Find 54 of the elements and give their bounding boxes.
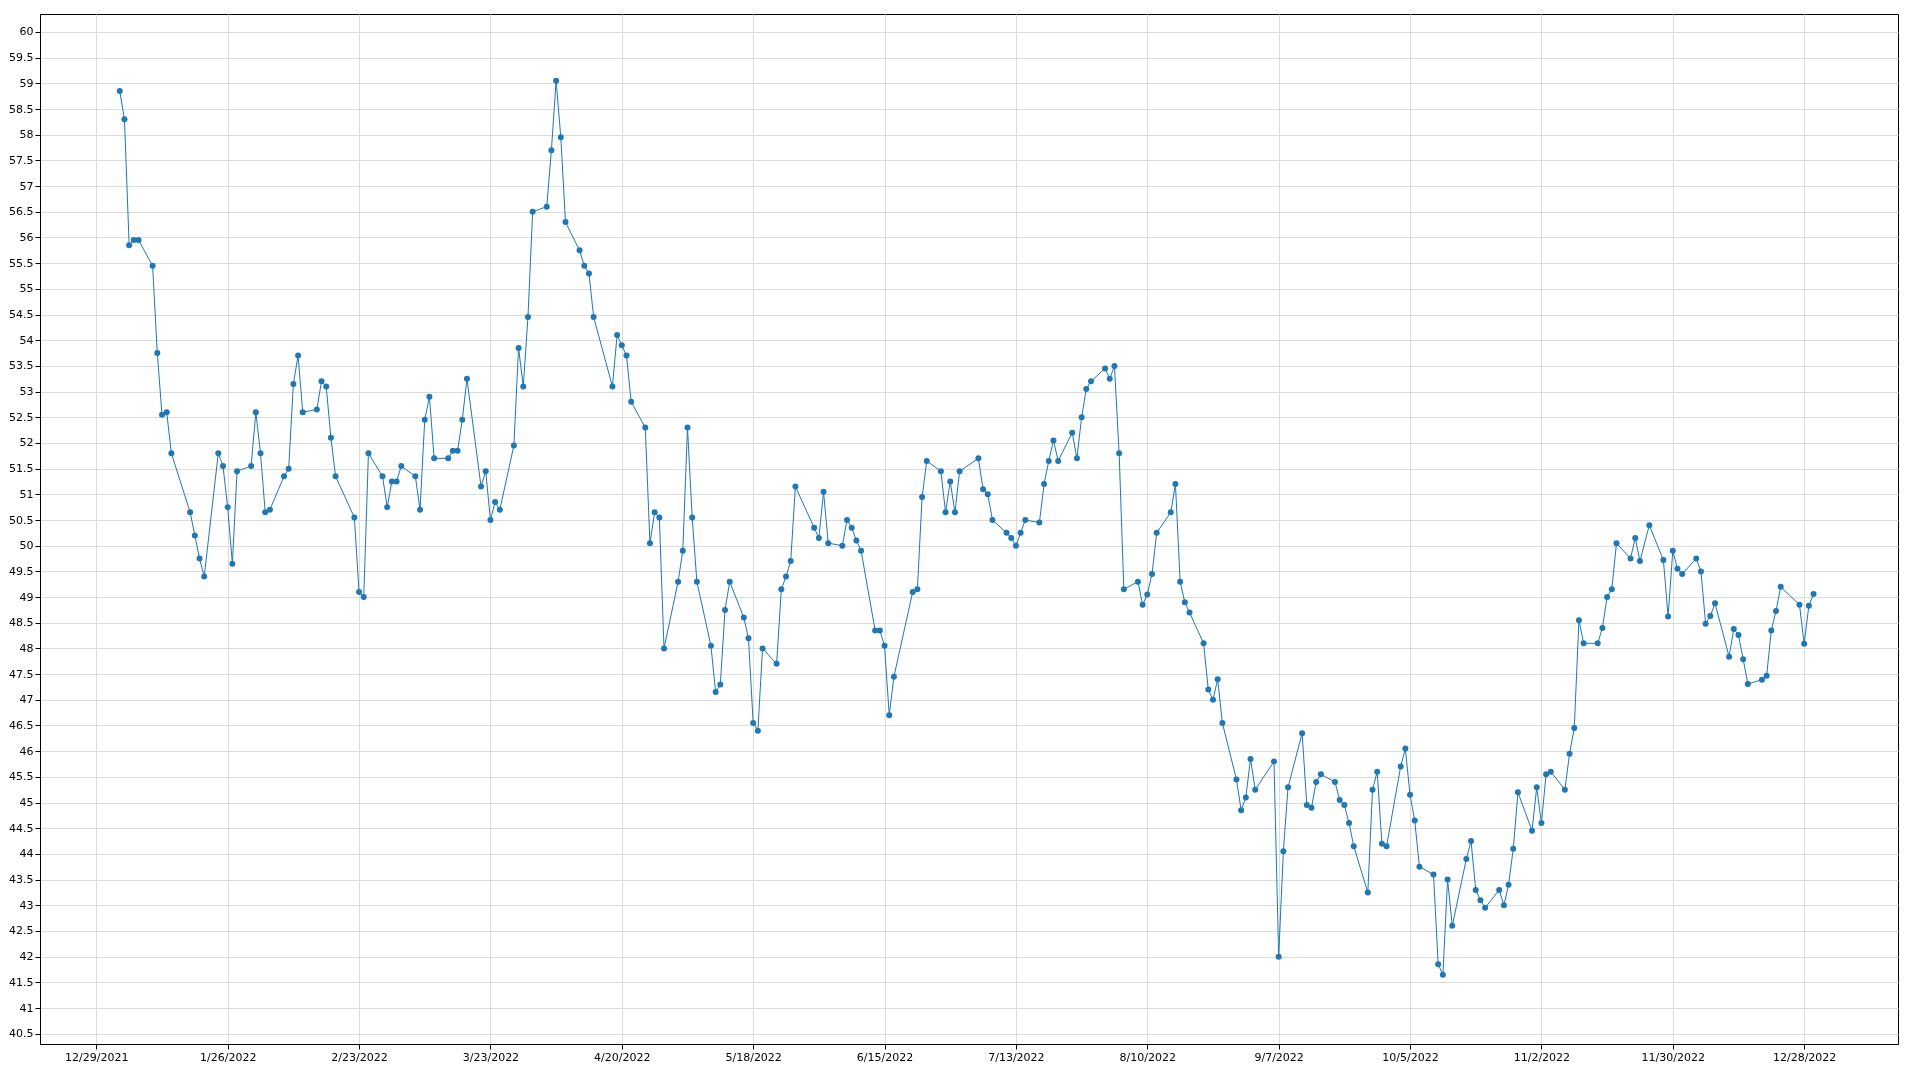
- y-tick-label: 57.5: [9, 153, 34, 167]
- y-tick-label: 48.5: [9, 616, 34, 630]
- y-tick-label: 43.5: [9, 873, 34, 887]
- y-tick-label: 48: [19, 641, 34, 655]
- x-tick-label: 7/13/2022: [988, 1050, 1045, 1064]
- y-tick-label: 55.5: [9, 256, 34, 270]
- y-tick-label: 44.5: [9, 821, 34, 835]
- x-tick-label: 8/10/2022: [1119, 1050, 1176, 1064]
- y-tick-label: 50.5: [9, 513, 34, 527]
- y-tick-label: 54.5: [9, 308, 34, 322]
- y-tick-label: 47: [19, 693, 34, 707]
- x-tick-label: 6/15/2022: [856, 1050, 914, 1064]
- y-tick-label: 44: [19, 847, 34, 861]
- x-tick-label: 3/23/2022: [462, 1050, 520, 1064]
- y-tick-label: 53.5: [9, 359, 34, 373]
- y-tick-label: 52: [19, 436, 34, 450]
- y-tick-label: 58: [19, 128, 34, 142]
- y-tick-label: 51.5: [9, 462, 34, 476]
- y-tick-label: 42: [19, 950, 34, 964]
- y-tick-label: 41: [19, 1001, 34, 1015]
- y-tick-label: 41.5: [9, 975, 34, 989]
- y-tick-label: 47.5: [9, 667, 34, 681]
- x-tick-label: 2/23/2022: [331, 1050, 388, 1064]
- x-tick-label: 12/29/2021: [65, 1050, 129, 1064]
- y-tick-label: 43: [19, 898, 34, 912]
- y-tick-label: 59.5: [9, 51, 34, 65]
- x-tick-label: 11/30/2022: [1641, 1050, 1705, 1064]
- y-tick-label: 58.5: [9, 102, 34, 116]
- y-tick-label: 57: [19, 179, 34, 193]
- x-tick-label: 5/18/2022: [725, 1050, 782, 1064]
- x-tick-label: 11/2/2022: [1513, 1050, 1571, 1064]
- y-tick-label: 45.5: [9, 770, 34, 784]
- y-tick-label: 53: [19, 385, 34, 399]
- y-tick-label: 42.5: [9, 924, 34, 938]
- y-tick-label: 60: [19, 25, 34, 39]
- y-tick-label: 40.5: [9, 1027, 34, 1041]
- y-tick-label: 50: [19, 539, 34, 553]
- y-tick-label: 51: [19, 487, 34, 501]
- x-tick-label: 9/7/2022: [1254, 1050, 1304, 1064]
- y-tick-label: 45: [19, 796, 34, 810]
- y-tick-label: 54: [19, 333, 34, 347]
- y-tick-label: 52.5: [9, 410, 34, 424]
- x-tick-label: 4/20/2022: [594, 1050, 651, 1064]
- y-tick-label: 55: [19, 282, 34, 296]
- y-tick-label: 46.5: [9, 719, 34, 732]
- x-tick-label: 10/5/2022: [1382, 1050, 1439, 1064]
- x-tick-label: 1/26/2022: [199, 1050, 257, 1064]
- x-tick-label: 12/28/2022: [1772, 1050, 1837, 1064]
- y-tick-label: 59: [19, 76, 34, 90]
- y-tick-label: 46: [19, 744, 34, 758]
- y-tick-label: 56: [19, 230, 34, 244]
- y-tick-label: 49.5: [9, 564, 34, 578]
- y-tick-label: 56.5: [9, 205, 34, 219]
- y-tick-label: 49: [19, 590, 34, 604]
